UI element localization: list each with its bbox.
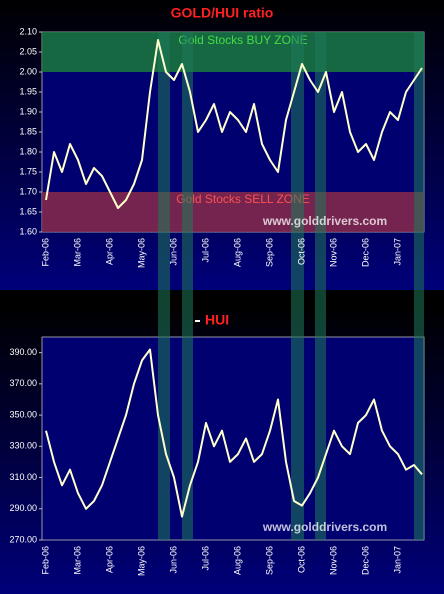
x-tick-label: Oct-06 (296, 238, 306, 265)
x-tick-label: Sep-06 (264, 546, 274, 575)
separator (0, 290, 444, 305)
y-tick-label: 310.00 (9, 472, 37, 482)
x-tick-label: Sep-06 (264, 238, 274, 267)
x-tick-label: Feb-06 (40, 238, 50, 267)
x-tick-label: Aug-06 (232, 238, 242, 267)
y-tick-label: 330.00 (9, 441, 37, 451)
zone-label: Gold Stocks BUY ZONE (178, 33, 307, 47)
y-tick-label: 370.00 (9, 378, 37, 388)
x-tick-label: Apr-06 (104, 546, 114, 573)
x-tick-label: Dec-06 (360, 238, 370, 267)
highlight-band (158, 32, 170, 540)
highlight-band (182, 32, 193, 540)
x-tick-label: Apr-06 (104, 238, 114, 265)
x-tick-label: May-06 (136, 238, 146, 268)
x-tick-label: Jul-06 (200, 546, 210, 571)
zone (42, 192, 424, 232)
y-tick-label: 1.65 (19, 206, 37, 216)
x-tick-label: Mar-06 (72, 546, 82, 575)
y-tick-label: 350.00 (9, 409, 37, 419)
watermark: www.golddrivers.com (262, 520, 387, 534)
x-tick-label: Jun-06 (168, 238, 178, 266)
y-tick-label: 2.10 (19, 26, 37, 36)
y-tick-label: 1.75 (19, 166, 37, 176)
x-tick-label: Jan-07 (392, 546, 402, 574)
x-tick-label: Oct-06 (296, 546, 306, 573)
y-tick-label: 1.80 (19, 146, 37, 156)
legend-label: HUI (205, 312, 229, 328)
x-tick-label: Jul-06 (200, 238, 210, 263)
zone (42, 32, 424, 72)
y-tick-label: 2.05 (19, 46, 37, 56)
y-tick-label: 1.60 (19, 226, 37, 236)
data-line (45, 348, 423, 518)
highlight-band (414, 32, 424, 540)
data-line (45, 39, 423, 209)
y-tick-label: 1.95 (19, 86, 37, 96)
y-tick-label: 1.85 (19, 126, 37, 136)
watermark: www.golddrivers.com (262, 214, 387, 228)
x-tick-label: Nov-06 (328, 546, 338, 575)
y-tick-label: 290.00 (9, 503, 37, 513)
chart-title: GOLD/HUI ratio (171, 5, 274, 21)
x-tick-label: Aug-06 (232, 546, 242, 575)
y-tick-label: 1.90 (19, 106, 37, 116)
x-tick-label: Mar-06 (72, 238, 82, 267)
y-tick-label: 2.00 (19, 66, 37, 76)
plot-area (41, 336, 425, 541)
highlight-band (315, 32, 326, 540)
y-tick-label: 390.00 (9, 347, 37, 357)
x-tick-label: Dec-06 (360, 546, 370, 575)
highlight-bands (158, 32, 424, 540)
y-tick-label: 270.00 (9, 534, 37, 544)
highlight-band (291, 32, 304, 540)
x-tick-label: Nov-06 (328, 238, 338, 267)
x-tick-label: Jun-06 (168, 546, 178, 574)
x-tick-label: May-06 (136, 546, 146, 576)
y-tick-label: 1.70 (19, 186, 37, 196)
zone-label: Gold Stocks SELL ZONE (176, 192, 310, 206)
x-tick-label: Jan-07 (392, 238, 402, 266)
x-tick-label: Feb-06 (40, 546, 50, 575)
